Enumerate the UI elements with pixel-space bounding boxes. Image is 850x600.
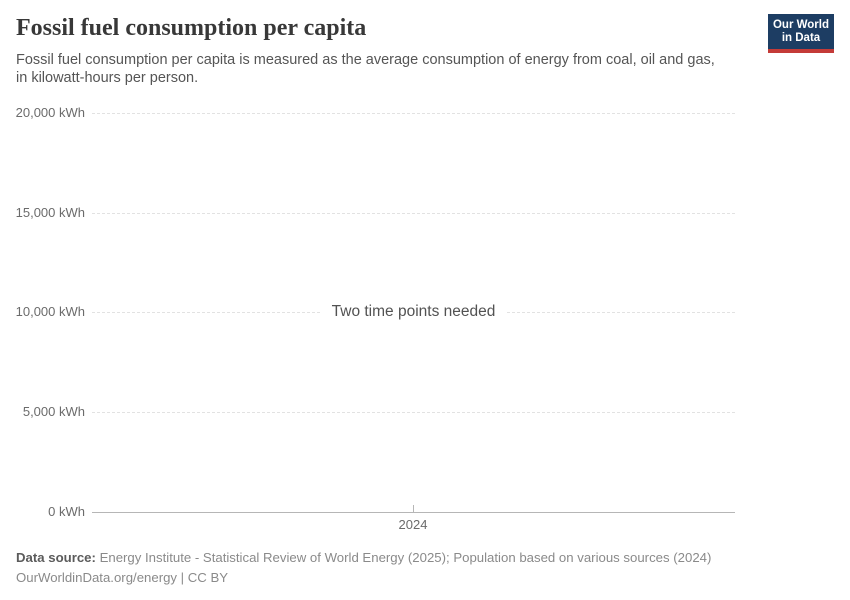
- y-axis-tick-0: 0 kWh: [48, 504, 85, 519]
- chart-subtitle-line1: Fossil fuel consumption per capita is me…: [16, 52, 715, 68]
- x-axis-tick-2024: 2024: [398, 517, 428, 532]
- y-axis-tick-10000: 10,000 kWh: [15, 304, 85, 319]
- owid-logo-line1: Our World: [772, 19, 829, 31]
- x-axis-tick-mark-2024: [413, 505, 414, 512]
- chart-footer: Data source: Energy Institute - Statisti…: [16, 548, 711, 587]
- owid-logo-line2: in Data: [781, 32, 821, 44]
- chart-subtitle: Fossil fuel consumption per capita is me…: [16, 52, 715, 87]
- y-axis-tick-5000: 5,000 kWh: [22, 404, 85, 419]
- data-source-line: Data source: Energy Institute - Statisti…: [16, 548, 711, 568]
- data-source-text[interactable]: Energy Institute - Statistical Review of…: [99, 550, 712, 565]
- empty-state-message-text: Two time points needed: [319, 301, 508, 323]
- gridline-5000: [92, 412, 735, 413]
- y-axis-tick-15000: 15,000 kWh: [15, 205, 85, 220]
- gridline-15000: [92, 213, 735, 214]
- y-axis-tick-20000: 20,000 kWh: [15, 105, 85, 120]
- x-axis-line: [92, 512, 735, 513]
- data-source-label: Data source:: [16, 550, 96, 565]
- empty-state-message: Two time points needed: [92, 301, 735, 323]
- chart-title: Fossil fuel consumption per capita: [16, 15, 367, 41]
- gridline-20000: [92, 113, 735, 114]
- chart-subtitle-line2: in kilowatt-hours per person.: [16, 69, 199, 86]
- owid-logo[interactable]: Our World in Data: [768, 14, 834, 53]
- attribution-line[interactable]: OurWorldinData.org/energy | CC BY: [16, 569, 229, 585]
